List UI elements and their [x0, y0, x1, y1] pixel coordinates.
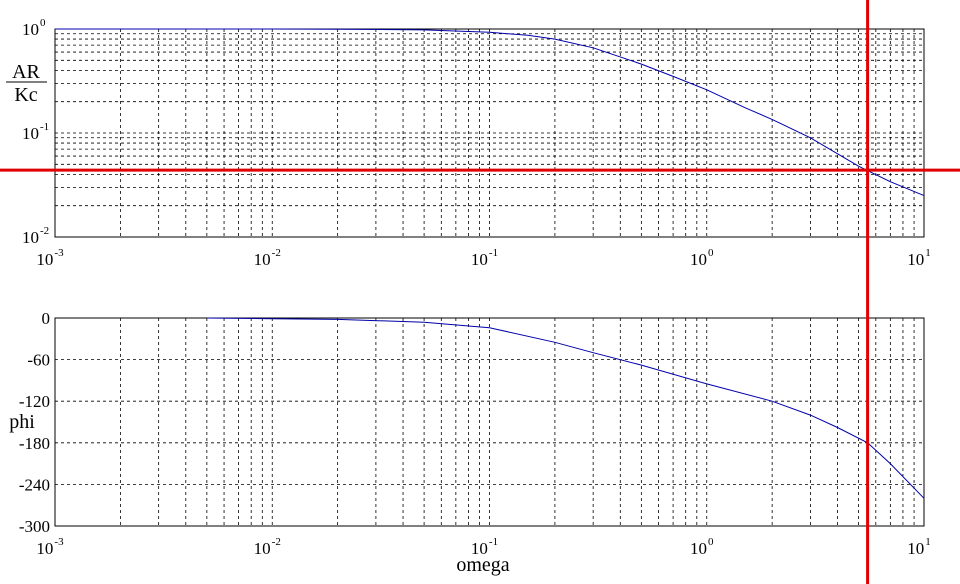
phase-x-tick-label: 100 [690, 536, 714, 558]
phase-panel: 0-60-120-180-240-300 10-3 10-2 10-1 100 101 … [9, 309, 931, 576]
phase-y-label: phi [9, 411, 35, 433]
phase-grid [55, 318, 924, 526]
magnitude-y-tick-label: 10-2 [22, 225, 49, 247]
phase-x-tick-label: 10-3 [36, 536, 64, 558]
magnitude-x-tick-label: 10-2 [254, 247, 281, 269]
phase-curve-group [206, 317, 925, 499]
phase-y-tick-label: -60 [27, 351, 50, 370]
magnitude-x-tick-label: 100 [690, 247, 714, 269]
phase-y-tick-label: 0 [42, 309, 51, 328]
phase-x-tick-label: 10-2 [254, 536, 281, 558]
phase-y-tick-label: -300 [19, 517, 50, 536]
phase-x-tick-label: 101 [907, 536, 931, 558]
magnitude-y-tick-label: 100 [22, 17, 46, 39]
magnitude-y-tick-label: 10-1 [22, 121, 49, 143]
magnitude-y-label: AR Kc [6, 61, 47, 106]
phase-y-ticks: 0 -60 -120 -180 -240 -300 [19, 309, 50, 536]
magnitude-y-label-numerator: AR [12, 61, 40, 83]
phase-curve [206, 317, 925, 499]
magnitude-x-tick-label: 10-1 [471, 247, 498, 269]
magnitude-y-label-denominator: Kc [14, 84, 37, 106]
phase-y-tick-label: -180 [19, 434, 50, 453]
phase-y-tick-label: -120 [19, 392, 50, 411]
magnitude-x-tick-label: 101 [907, 247, 931, 269]
magnitude-x-tick-label: 10-3 [36, 247, 64, 269]
magnitude-x-ticks: 10-3 10-2 10-1 100 101 [36, 247, 930, 269]
phase-axes-frame [54, 317, 925, 527]
phase-y-tick-label: -240 [19, 475, 50, 494]
magnitude-y-ticks: 100 10-1 10-2 [22, 17, 49, 247]
magnitude-curve-group [55, 28, 925, 197]
phase-x-label: omega [456, 554, 509, 576]
magnitude-curve [55, 28, 925, 197]
magnitude-axes-frame [54, 28, 925, 238]
magnitude-grid [55, 29, 924, 237]
